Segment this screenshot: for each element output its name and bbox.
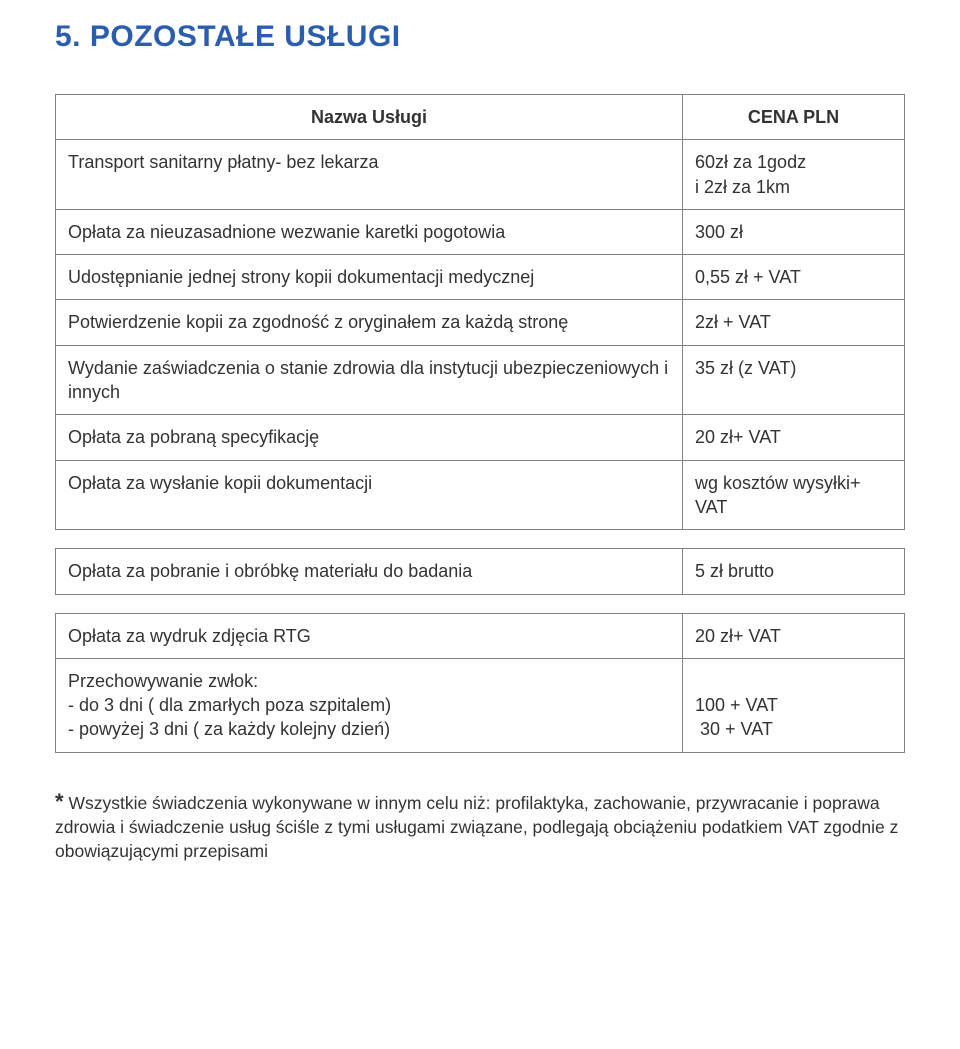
service-price: 0,55 zł + VAT bbox=[683, 255, 905, 300]
service-name: Transport sanitarny płatny- bez lekarza bbox=[56, 140, 683, 210]
service-name: Udostępnianie jednej strony kopii dokume… bbox=[56, 255, 683, 300]
service-price: 20 zł+ VAT bbox=[683, 415, 905, 460]
service-price: 60zł za 1godz i 2zł za 1km bbox=[683, 140, 905, 210]
service-price: 300 zł bbox=[683, 209, 905, 254]
table-row: Opłata za wydruk zdjęcia RTG 20 zł+ VAT bbox=[56, 613, 905, 658]
service-price: 20 zł+ VAT bbox=[683, 613, 905, 658]
service-name-main: Przechowywanie zwłok: bbox=[68, 669, 670, 693]
service-name: Potwierdzenie kopii za zgodność z orygin… bbox=[56, 300, 683, 345]
footnote-text: Wszystkie świadczenia wykonywane w innym… bbox=[55, 793, 898, 861]
table-row: Opłata za wysłanie kopii dokumentacji wg… bbox=[56, 460, 905, 530]
services-table-1: Nazwa Usługi CENA PLN Transport sanitarn… bbox=[55, 94, 905, 530]
table-row: Potwierdzenie kopii za zgodność z orygin… bbox=[56, 300, 905, 345]
service-name-line: - do 3 dni ( dla zmarłych poza szpitalem… bbox=[68, 693, 670, 717]
table-row: Przechowywanie zwłok: - do 3 dni ( dla z… bbox=[56, 658, 905, 752]
footnote-star: * bbox=[55, 789, 64, 814]
footnote: * Wszystkie świadczenia wykonywane w inn… bbox=[55, 787, 905, 864]
service-price-line: 30 + VAT bbox=[695, 717, 892, 741]
service-price-line: 100 + VAT bbox=[695, 693, 892, 717]
services-table-3: Opłata za wydruk zdjęcia RTG 20 zł+ VAT … bbox=[55, 613, 905, 753]
col-price-header: CENA PLN bbox=[683, 95, 905, 140]
section-title: 5. POZOSTAŁE USŁUGI bbox=[55, 20, 905, 54]
col-name-header: Nazwa Usługi bbox=[56, 95, 683, 140]
service-name: Opłata za wydruk zdjęcia RTG bbox=[56, 613, 683, 658]
price-blank-line bbox=[695, 669, 892, 693]
service-name: Opłata za pobranie i obróbkę materiału d… bbox=[56, 549, 683, 594]
service-price: 5 zł brutto bbox=[683, 549, 905, 594]
service-price: 100 + VAT 30 + VAT bbox=[683, 658, 905, 752]
service-name: Opłata za nieuzasadnione wezwanie karetk… bbox=[56, 209, 683, 254]
service-price: 35 zł (z VAT) bbox=[683, 345, 905, 415]
table-row: Udostępnianie jednej strony kopii dokume… bbox=[56, 255, 905, 300]
service-name-line: - powyżej 3 dni ( za każdy kolejny dzień… bbox=[68, 717, 670, 741]
service-name: Opłata za wysłanie kopii dokumentacji bbox=[56, 460, 683, 530]
table-header-row: Nazwa Usługi CENA PLN bbox=[56, 95, 905, 140]
table-row: Opłata za pobranie i obróbkę materiału d… bbox=[56, 549, 905, 594]
table-row: Opłata za pobraną specyfikację 20 zł+ VA… bbox=[56, 415, 905, 460]
service-price: 2zł + VAT bbox=[683, 300, 905, 345]
service-name: Przechowywanie zwłok: - do 3 dni ( dla z… bbox=[56, 658, 683, 752]
service-name: Opłata za pobraną specyfikację bbox=[56, 415, 683, 460]
table-row: Opłata za nieuzasadnione wezwanie karetk… bbox=[56, 209, 905, 254]
services-table-2: Opłata za pobranie i obróbkę materiału d… bbox=[55, 548, 905, 594]
table-row: Wydanie zaświadczenia o stanie zdrowia d… bbox=[56, 345, 905, 415]
table-row: Transport sanitarny płatny- bez lekarza … bbox=[56, 140, 905, 210]
service-name: Wydanie zaświadczenia o stanie zdrowia d… bbox=[56, 345, 683, 415]
service-price: wg kosztów wysyłki+ VAT bbox=[683, 460, 905, 530]
